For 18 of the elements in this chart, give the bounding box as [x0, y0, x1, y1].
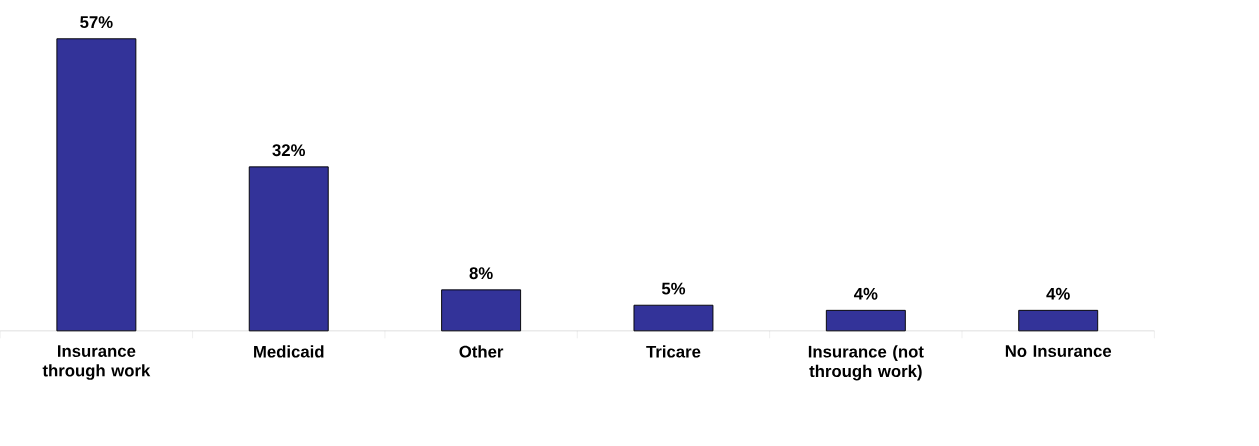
bar — [1018, 309, 1099, 332]
x-tick-label: Medicaid — [254, 345, 324, 358]
x-tick-label: Tricare — [646, 345, 701, 358]
bar — [633, 304, 714, 332]
data-label: 4% — [1046, 287, 1070, 300]
x-tick-label: Insurance (not through work) — [808, 345, 924, 381]
data-label: 8% — [469, 267, 493, 280]
x-tick-label: Other — [459, 345, 504, 358]
data-label: 32% — [272, 144, 306, 157]
bar — [825, 309, 906, 332]
data-label: 57% — [80, 16, 113, 28]
data-label: 4% — [853, 287, 878, 300]
x-tick-label: Insurance through work — [42, 345, 151, 380]
bar — [441, 289, 522, 332]
data-label: 5% — [661, 282, 686, 295]
bar — [56, 38, 137, 332]
x-tick-label: No Insurance — [1005, 345, 1112, 357]
bar — [248, 166, 329, 332]
